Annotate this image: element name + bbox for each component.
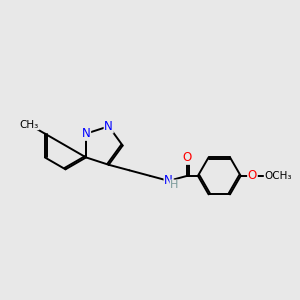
Text: N: N <box>104 120 113 133</box>
Text: O: O <box>248 169 257 182</box>
Text: H: H <box>170 180 178 190</box>
Text: O: O <box>183 151 192 164</box>
Text: N: N <box>82 127 90 140</box>
Text: N: N <box>164 174 173 187</box>
Text: OCH₃: OCH₃ <box>264 171 292 181</box>
Text: CH₃: CH₃ <box>20 120 39 130</box>
